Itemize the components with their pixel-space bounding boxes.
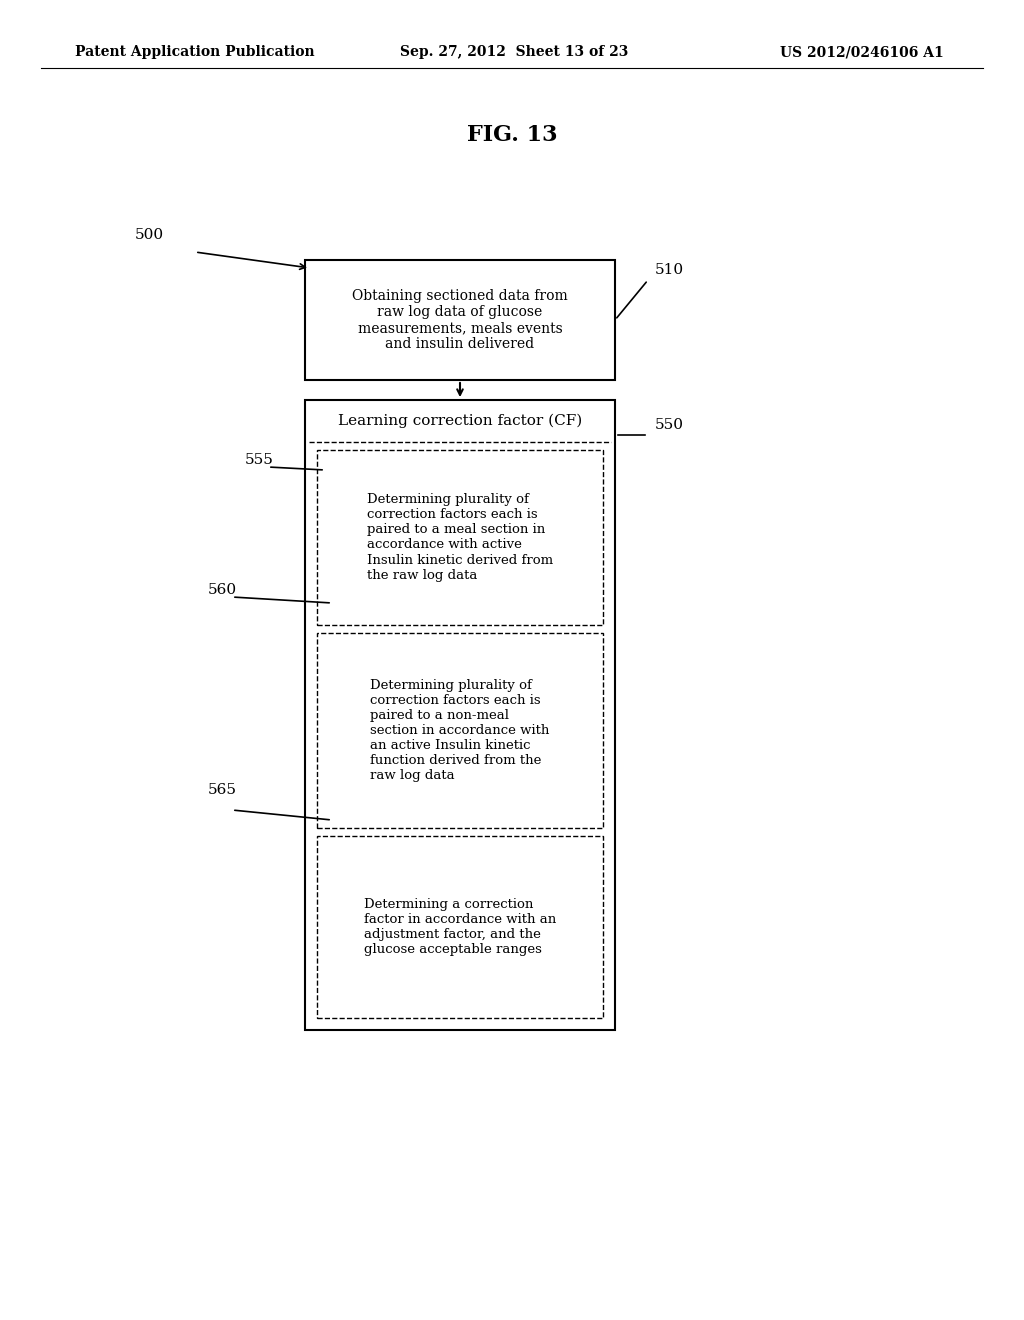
FancyBboxPatch shape bbox=[317, 634, 603, 828]
Text: Determining plurality of
correction factors each is
paired to a meal section in
: Determining plurality of correction fact… bbox=[367, 494, 553, 582]
Text: Determining plurality of
correction factors each is
paired to a non-meal
section: Determining plurality of correction fact… bbox=[371, 678, 550, 781]
Text: 500: 500 bbox=[135, 228, 164, 242]
Text: Patent Application Publication: Patent Application Publication bbox=[75, 45, 314, 59]
Text: Sep. 27, 2012  Sheet 13 of 23: Sep. 27, 2012 Sheet 13 of 23 bbox=[400, 45, 629, 59]
FancyBboxPatch shape bbox=[305, 260, 615, 380]
Text: Obtaining sectioned data from
raw log data of glucose
measurements, meals events: Obtaining sectioned data from raw log da… bbox=[352, 289, 568, 351]
Text: 565: 565 bbox=[208, 783, 237, 797]
FancyBboxPatch shape bbox=[317, 836, 603, 1018]
Text: 510: 510 bbox=[655, 263, 684, 277]
Text: US 2012/0246106 A1: US 2012/0246106 A1 bbox=[780, 45, 944, 59]
Text: FIG. 13: FIG. 13 bbox=[467, 124, 557, 147]
FancyBboxPatch shape bbox=[305, 400, 615, 1030]
Text: Determining a correction
factor in accordance with an
adjustment factor, and the: Determining a correction factor in accor… bbox=[364, 898, 556, 956]
Text: 560: 560 bbox=[208, 583, 238, 597]
Text: 550: 550 bbox=[655, 418, 684, 432]
Text: Learning correction factor (CF): Learning correction factor (CF) bbox=[338, 413, 582, 428]
FancyBboxPatch shape bbox=[317, 450, 603, 624]
Text: 555: 555 bbox=[245, 453, 273, 467]
